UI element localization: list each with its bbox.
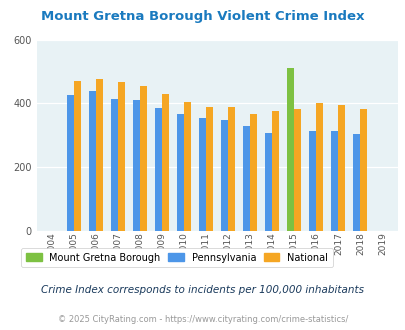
Bar: [140, 86, 147, 231]
Bar: [206, 107, 213, 231]
Bar: [228, 107, 235, 231]
Bar: [264, 133, 272, 231]
Bar: [155, 108, 162, 231]
Bar: [315, 103, 323, 231]
Bar: [287, 130, 294, 231]
Bar: [111, 99, 118, 231]
Bar: [199, 118, 206, 231]
Bar: [96, 80, 103, 231]
Bar: [352, 134, 360, 231]
Bar: [67, 95, 74, 231]
Bar: [177, 114, 184, 231]
Text: Crime Index corresponds to incidents per 100,000 inhabitants: Crime Index corresponds to incidents per…: [41, 285, 364, 295]
Legend: Mount Gretna Borough, Pennsylvania, National: Mount Gretna Borough, Pennsylvania, Nati…: [21, 248, 332, 267]
Bar: [74, 81, 81, 231]
Bar: [162, 94, 169, 231]
Text: Mount Gretna Borough Violent Crime Index: Mount Gretna Borough Violent Crime Index: [41, 10, 364, 23]
Bar: [133, 100, 140, 231]
Bar: [89, 91, 96, 231]
Bar: [330, 131, 337, 231]
Bar: [337, 105, 345, 231]
Bar: [221, 120, 228, 231]
Bar: [118, 82, 125, 231]
Bar: [272, 111, 279, 231]
Bar: [309, 130, 315, 231]
Bar: [360, 109, 367, 231]
Bar: [243, 126, 249, 231]
Bar: [287, 68, 294, 231]
Bar: [294, 109, 301, 231]
Bar: [249, 114, 257, 231]
Bar: [184, 102, 191, 231]
Text: © 2025 CityRating.com - https://www.cityrating.com/crime-statistics/: © 2025 CityRating.com - https://www.city…: [58, 315, 347, 324]
